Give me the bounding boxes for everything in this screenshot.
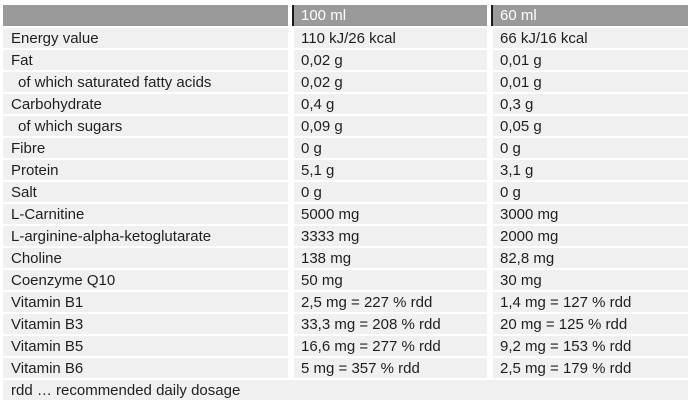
row-label-carbohydrate: Carbohydrate — [3, 94, 288, 114]
row-value-vitamin-b6-100ml: 5 mg = 357 % rdd — [294, 358, 487, 378]
row-label-vitamin-b3: Vitamin B3 — [3, 314, 288, 334]
row-label-l-arginine-akg: L-arginine-alpha-ketoglutarate — [3, 226, 288, 246]
row-value-fat-100ml: 0,02 g — [294, 50, 487, 70]
row-value-l-arginine-akg-60ml: 2000 mg — [493, 226, 688, 246]
row-value-vitamin-b3-60ml: 20 mg = 125 % rdd — [493, 314, 688, 334]
row-value-vitamin-b5-100ml: 16,6 mg = 277 % rdd — [294, 336, 487, 356]
row-value-choline-100ml: 138 mg — [294, 248, 487, 268]
row-value-saturated-fat-100ml: 0,02 g — [294, 72, 487, 92]
row-label-choline: Choline — [3, 248, 288, 268]
row-value-vitamin-b5-60ml: 9,2 mg = 153 % rdd — [493, 336, 688, 356]
row-label-l-carnitine: L-Carnitine — [3, 204, 288, 224]
row-label-sugars: of which sugars — [3, 116, 288, 136]
row-value-l-carnitine-100ml: 5000 mg — [294, 204, 487, 224]
row-label-energy: Energy value — [3, 28, 288, 48]
row-label-fibre: Fibre — [3, 138, 288, 158]
header-cell-100ml: 100 ml — [294, 5, 487, 26]
row-label-coenzyme-q10: Coenzyme Q10 — [3, 270, 288, 290]
header-cell-empty — [3, 5, 288, 26]
row-value-vitamin-b1-100ml: 2,5 mg = 227 % rdd — [294, 292, 487, 312]
row-value-coenzyme-q10-60ml: 30 mg — [493, 270, 688, 290]
row-label-vitamin-b1: Vitamin B1 — [3, 292, 288, 312]
row-value-l-arginine-akg-100ml: 3333 mg — [294, 226, 487, 246]
row-value-salt-60ml: 0 g — [493, 182, 688, 202]
row-label-salt: Salt — [3, 182, 288, 202]
row-value-saturated-fat-60ml: 0,01 g — [493, 72, 688, 92]
table-grid: 100 ml 60 ml Energy value 110 kJ/26 kcal… — [3, 5, 688, 400]
row-value-coenzyme-q10-100ml: 50 mg — [294, 270, 487, 290]
row-value-energy-60ml: 66 kJ/16 kcal — [493, 28, 688, 48]
row-value-choline-60ml: 82,8 mg — [493, 248, 688, 268]
header-cell-60ml: 60 ml — [493, 5, 688, 26]
row-value-energy-100ml: 110 kJ/26 kcal — [294, 28, 487, 48]
row-value-fibre-100ml: 0 g — [294, 138, 487, 158]
row-value-vitamin-b6-60ml: 2,5 mg = 179 % rdd — [493, 358, 688, 378]
row-value-carbohydrate-100ml: 0,4 g — [294, 94, 487, 114]
row-label-saturated-fat: of which saturated fatty acids — [3, 72, 288, 92]
row-value-sugars-60ml: 0,05 g — [493, 116, 688, 136]
row-value-l-carnitine-60ml: 3000 mg — [493, 204, 688, 224]
row-value-fat-60ml: 0,01 g — [493, 50, 688, 70]
row-label-fat: Fat — [3, 50, 288, 70]
row-value-protein-100ml: 5,1 g — [294, 160, 487, 180]
row-label-protein: Protein — [3, 160, 288, 180]
row-value-carbohydrate-60ml: 0,3 g — [493, 94, 688, 114]
row-label-vitamin-b6: Vitamin B6 — [3, 358, 288, 378]
row-value-fibre-60ml: 0 g — [493, 138, 688, 158]
row-value-protein-60ml: 3,1 g — [493, 160, 688, 180]
row-label-vitamin-b5: Vitamin B5 — [3, 336, 288, 356]
row-value-sugars-100ml: 0,09 g — [294, 116, 487, 136]
row-value-salt-100ml: 0 g — [294, 182, 487, 202]
row-value-vitamin-b3-100ml: 33,3 mg = 208 % rdd — [294, 314, 487, 334]
row-value-vitamin-b1-60ml: 1,4 mg = 127 % rdd — [493, 292, 688, 312]
table-footnote: rdd … recommended daily dosage — [3, 380, 688, 400]
